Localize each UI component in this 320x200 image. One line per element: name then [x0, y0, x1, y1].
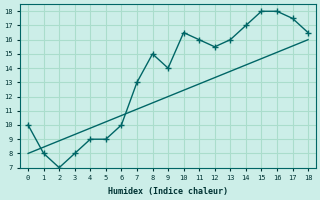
X-axis label: Humidex (Indice chaleur): Humidex (Indice chaleur): [108, 187, 228, 196]
